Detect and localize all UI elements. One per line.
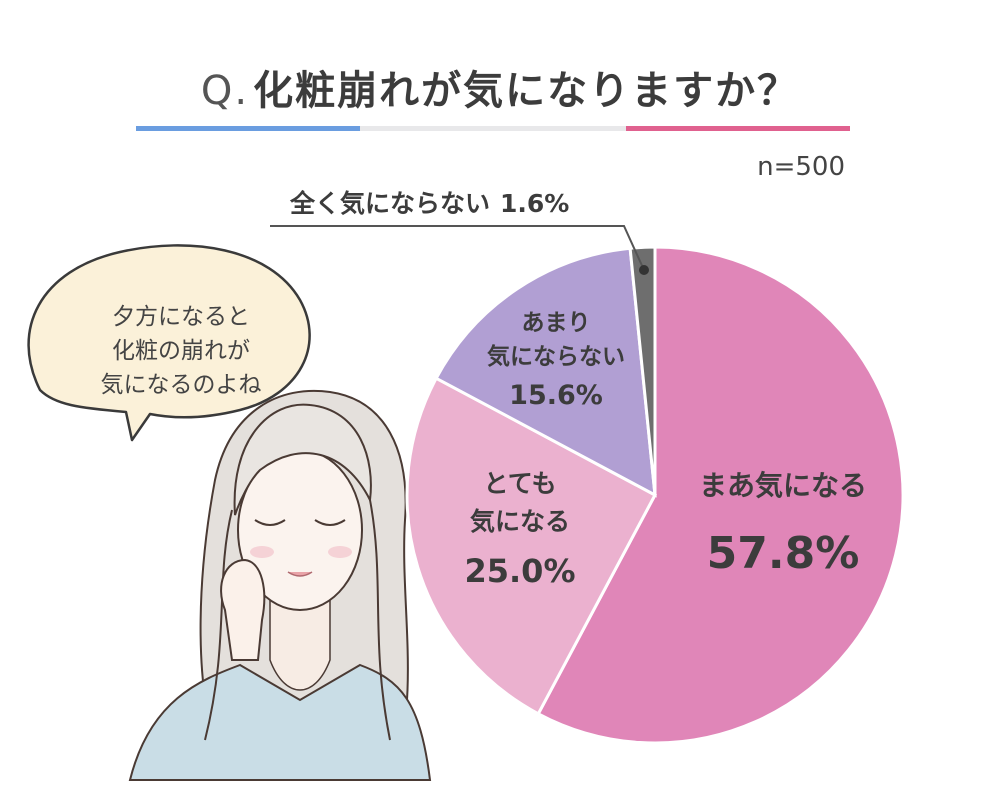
speech-bubble — [27, 244, 311, 442]
slice-value-not-concerned: 1.6% — [500, 189, 569, 218]
slice-label-very-concerned-line2: 気になる — [470, 507, 570, 536]
slice-label-very-concerned-line1: とても — [483, 469, 556, 498]
title-underline-middle — [360, 126, 626, 131]
speech-line-2: 化粧の崩れが — [112, 338, 250, 364]
woman-illustration — [128, 389, 432, 781]
slice-label-mildly-concerned: まあ気になる — [699, 469, 867, 502]
slice-labels: まあ気になる 57.8% とても 気になる 25.0% あまり 気にならない 1… — [289, 189, 867, 590]
chart-title: Q. 化粧崩れが気になりますか？ — [0, 58, 1000, 116]
slice-label-not-concerned-group: 全く気にならない 1.6% — [289, 189, 569, 218]
slice-value-mildly-concerned: 57.8% — [707, 528, 860, 579]
question-text: 化粧崩れが気になりますか？ — [253, 68, 800, 114]
small-slice-marker — [639, 265, 649, 275]
slice-label-not-very-concerned-line2: 気にならない — [487, 343, 625, 370]
pie-chart — [405, 245, 905, 745]
speech-bubble-text: 夕方になると 化粧の崩れが 気になるのよね — [66, 300, 296, 402]
pie-slice-not-very-concerned — [434, 246, 657, 498]
slice-label-not-very-concerned-line1: あまり — [522, 310, 591, 336]
sample-size: n=500 — [757, 152, 845, 182]
question-prefix: Q. — [200, 68, 250, 114]
speech-line-3: 気になるのよね — [100, 372, 262, 398]
pie-slice-not-concerned — [628, 245, 657, 496]
pie-slice-mildly-concerned — [536, 245, 905, 745]
title-underline-right — [626, 126, 850, 131]
speech-line-1: 夕方になると — [112, 304, 250, 330]
title-underline-left — [136, 126, 360, 131]
slice-value-not-very-concerned: 15.6% — [509, 380, 603, 411]
slice-value-very-concerned: 25.0% — [464, 552, 575, 590]
small-slice-leader-line — [270, 225, 645, 271]
slice-label-not-concerned: 全く気にならない — [289, 189, 490, 218]
